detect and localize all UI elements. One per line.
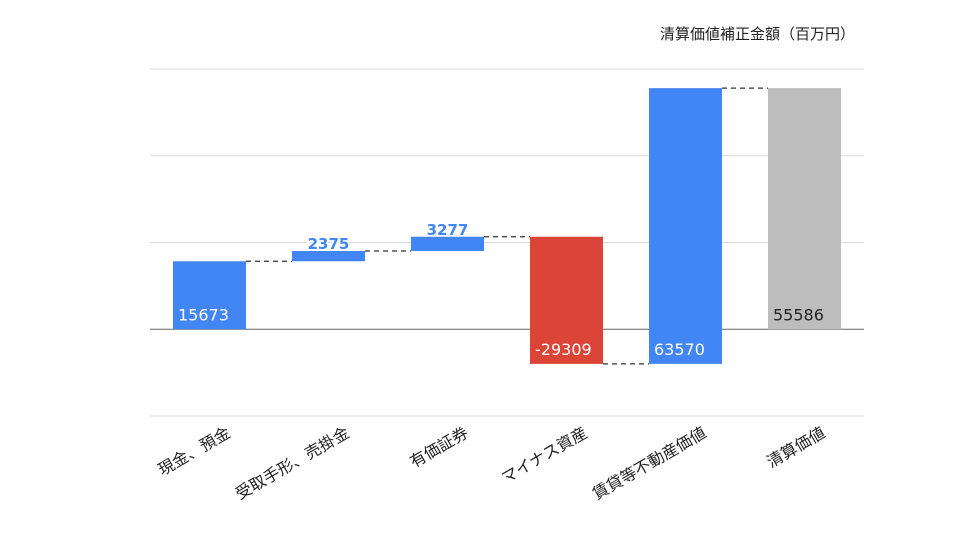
x-tick-label-1: 現金、預金	[155, 423, 234, 479]
data-label-3: 3277	[427, 221, 469, 239]
data-label-6: 55586	[773, 305, 824, 324]
data-label-2: 2375	[308, 235, 350, 253]
x-tick-label-6: 清算価値	[764, 423, 829, 471]
x-tick-label-4: マイナス資産	[498, 423, 590, 487]
bar-4	[530, 236, 603, 364]
x-tick-label-3: 有価証券	[407, 423, 472, 471]
bar-2	[292, 250, 365, 262]
chart-title: 清算価値補正金額（百万円）	[660, 25, 855, 43]
data-label-4: -29309	[535, 340, 592, 359]
data-label-1: 15673	[178, 305, 229, 324]
data-label-5: 63570	[654, 340, 705, 359]
bar-1	[173, 261, 246, 330]
x-tick-label-2: 受取手形、売掛金	[232, 423, 352, 503]
connector-lines	[246, 87, 768, 365]
bar-5	[649, 88, 722, 364]
bar-6	[768, 88, 841, 330]
gridlines	[150, 68, 864, 417]
bars	[173, 88, 841, 364]
bar-3	[411, 236, 484, 251]
data-labels: 15673 2375 3277 -29309 63570 55586	[178, 219, 824, 359]
x-tick-label-5: 賃貸等不動産価値	[589, 423, 709, 503]
